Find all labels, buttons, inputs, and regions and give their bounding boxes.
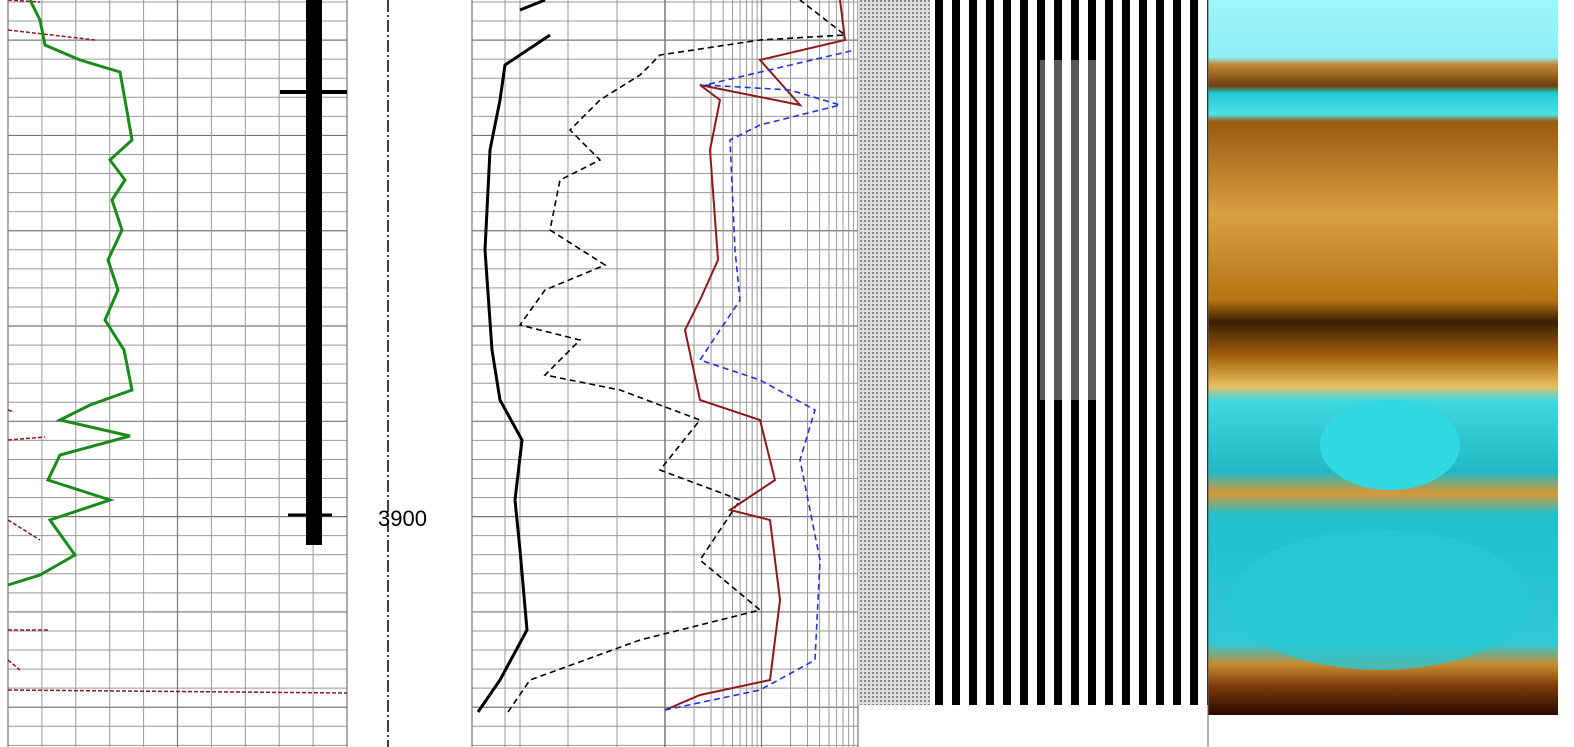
green-curve [7,0,134,587]
image-track-1-margin [858,0,930,705]
grid [7,0,859,747]
red-curve [664,0,847,711]
image-blob [1230,530,1530,670]
depth-label: 3900 [378,506,427,531]
bar-curve [306,0,322,545]
image-track-1-fade [1040,60,1100,400]
dashed-curve [507,0,848,713]
dashed-curve [7,0,348,694]
blue-curve [664,49,856,711]
black-curve [476,0,551,713]
image-blob [1320,400,1460,490]
